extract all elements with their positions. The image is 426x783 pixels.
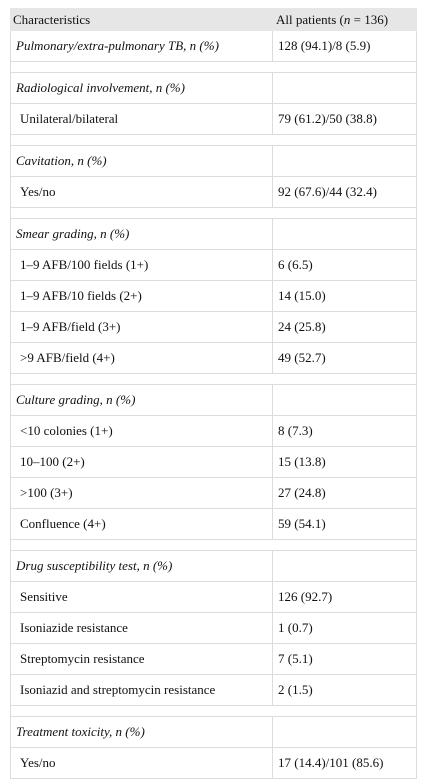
empty-cell — [272, 218, 417, 250]
value-cell: 59 (54.1) — [272, 508, 417, 540]
spacer-row — [10, 705, 417, 717]
header-text: = 136) — [350, 11, 389, 27]
data-row: 10–100 (2+) 15 (13.8) — [10, 446, 417, 478]
empty-cell — [272, 384, 417, 416]
label-cell: 1–9 AFB/100 fields (1+) — [10, 249, 273, 281]
spacer-row — [10, 539, 417, 551]
empty-cell — [272, 145, 417, 177]
data-row: 1–9 AFB/field (3+) 24 (25.8) — [10, 311, 417, 343]
spacer-cell — [10, 373, 417, 385]
group-row: Treatment toxicity, n (%) — [10, 716, 417, 748]
data-row: 1–9 AFB/10 fields (2+) 14 (15.0) — [10, 280, 417, 312]
data-row: Unilateral/bilateral 79 (61.2)/50 (38.8) — [10, 103, 417, 135]
data-row: Isoniazid and streptomycin resistance 2 (… — [10, 674, 417, 706]
header-row: Characteristics All patients (n = 136) — [10, 8, 417, 31]
group-row: Radiological involvement, n (%) — [10, 72, 417, 104]
label-cell: 1–9 AFB/10 fields (2+) — [10, 280, 273, 312]
empty-cell — [272, 72, 417, 104]
data-row: Streptomycin resistance 7 (5.1) — [10, 643, 417, 675]
group-row: Culture grading, n (%) — [10, 384, 417, 416]
group-row: Cavitation, n (%) — [10, 145, 417, 177]
value-cell: 79 (61.2)/50 (38.8) — [272, 103, 417, 135]
value-cell: 27 (24.8) — [272, 477, 417, 509]
group-title: Treatment toxicity, n (%) — [10, 716, 273, 748]
value-cell: 92 (67.6)/44 (32.4) — [272, 176, 417, 208]
spacer-row — [10, 373, 417, 385]
value-cell: 17 (14.4)/101 (85.6) — [272, 747, 417, 779]
label-cell: >100 (3+) — [10, 477, 273, 509]
data-row: 1–9 AFB/100 fields (1+) 6 (6.5) — [10, 249, 417, 281]
group-row: Pulmonary/extra-pulmonary TB, n (%) 128 (… — [10, 30, 417, 62]
data-row: Sensitive 126 (92.7) — [10, 581, 417, 613]
group-row: Smear grading, n (%) — [10, 218, 417, 250]
spacer-cell — [10, 207, 417, 219]
label-cell: 1–9 AFB/field (3+) — [10, 311, 273, 343]
label-cell: Yes/no — [10, 176, 273, 208]
data-table: Characteristics All patients (n = 136) P… — [10, 8, 417, 779]
value-cell: 8 (7.3) — [272, 415, 417, 447]
header-text: n — [343, 11, 351, 27]
value-cell: 15 (13.8) — [272, 446, 417, 478]
label-cell: Isoniazid and streptomycin resistance — [10, 674, 273, 706]
group-title: Cavitation, n (%) — [10, 145, 273, 177]
value-cell: 6 (6.5) — [272, 249, 417, 281]
header-cell: All patients (n = 136) — [272, 8, 417, 31]
group-row: Drug susceptibility test, n (%) — [10, 550, 417, 582]
group-title: Drug susceptibility test, n (%) — [10, 550, 273, 582]
data-row: Isoniazide resistance 1 (0.7) — [10, 612, 417, 644]
label-cell: Yes/no — [10, 747, 273, 779]
spacer-row — [10, 134, 417, 146]
data-row: Yes/no 92 (67.6)/44 (32.4) — [10, 176, 417, 208]
data-row: Yes/no 17 (14.4)/101 (85.6) — [10, 747, 417, 779]
value-cell: 128 (94.1)/8 (5.9) — [272, 30, 417, 62]
value-cell: 7 (5.1) — [272, 643, 417, 675]
spacer-cell — [10, 61, 417, 73]
label-cell: Streptomycin resistance — [10, 643, 273, 675]
value-cell: 1 (0.7) — [272, 612, 417, 644]
value-cell: 24 (25.8) — [272, 311, 417, 343]
spacer-row — [10, 207, 417, 219]
spacer-cell — [10, 539, 417, 551]
label-cell: <10 colonies (1+) — [10, 415, 273, 447]
label-cell: Sensitive — [10, 581, 273, 613]
spacer-cell — [10, 134, 417, 146]
label-cell: Confluence (4+) — [10, 508, 273, 540]
value-cell: 126 (92.7) — [272, 581, 417, 613]
group-title: Pulmonary/extra-pulmonary TB, n (%) — [10, 30, 273, 62]
spacer-cell — [10, 705, 417, 717]
header-cell: Characteristics — [10, 8, 273, 31]
data-row: Confluence (4+) 59 (54.1) — [10, 508, 417, 540]
value-cell: 2 (1.5) — [272, 674, 417, 706]
label-cell: Isoniazide resistance — [10, 612, 273, 644]
empty-cell — [272, 550, 417, 582]
data-row: >9 AFB/field (4+) 49 (52.7) — [10, 342, 417, 374]
spacer-row — [10, 61, 417, 73]
data-row: <10 colonies (1+) 8 (7.3) — [10, 415, 417, 447]
header-text: All patients ( — [276, 11, 344, 27]
group-title: Culture grading, n (%) — [10, 384, 273, 416]
label-cell: Unilateral/bilateral — [10, 103, 273, 135]
data-row: >100 (3+) 27 (24.8) — [10, 477, 417, 509]
value-cell: 49 (52.7) — [272, 342, 417, 374]
group-title: Radiological involvement, n (%) — [10, 72, 273, 104]
group-title: Smear grading, n (%) — [10, 218, 273, 250]
label-cell: 10–100 (2+) — [10, 446, 273, 478]
value-cell: 14 (15.0) — [272, 280, 417, 312]
empty-cell — [272, 716, 417, 748]
label-cell: >9 AFB/field (4+) — [10, 342, 273, 374]
